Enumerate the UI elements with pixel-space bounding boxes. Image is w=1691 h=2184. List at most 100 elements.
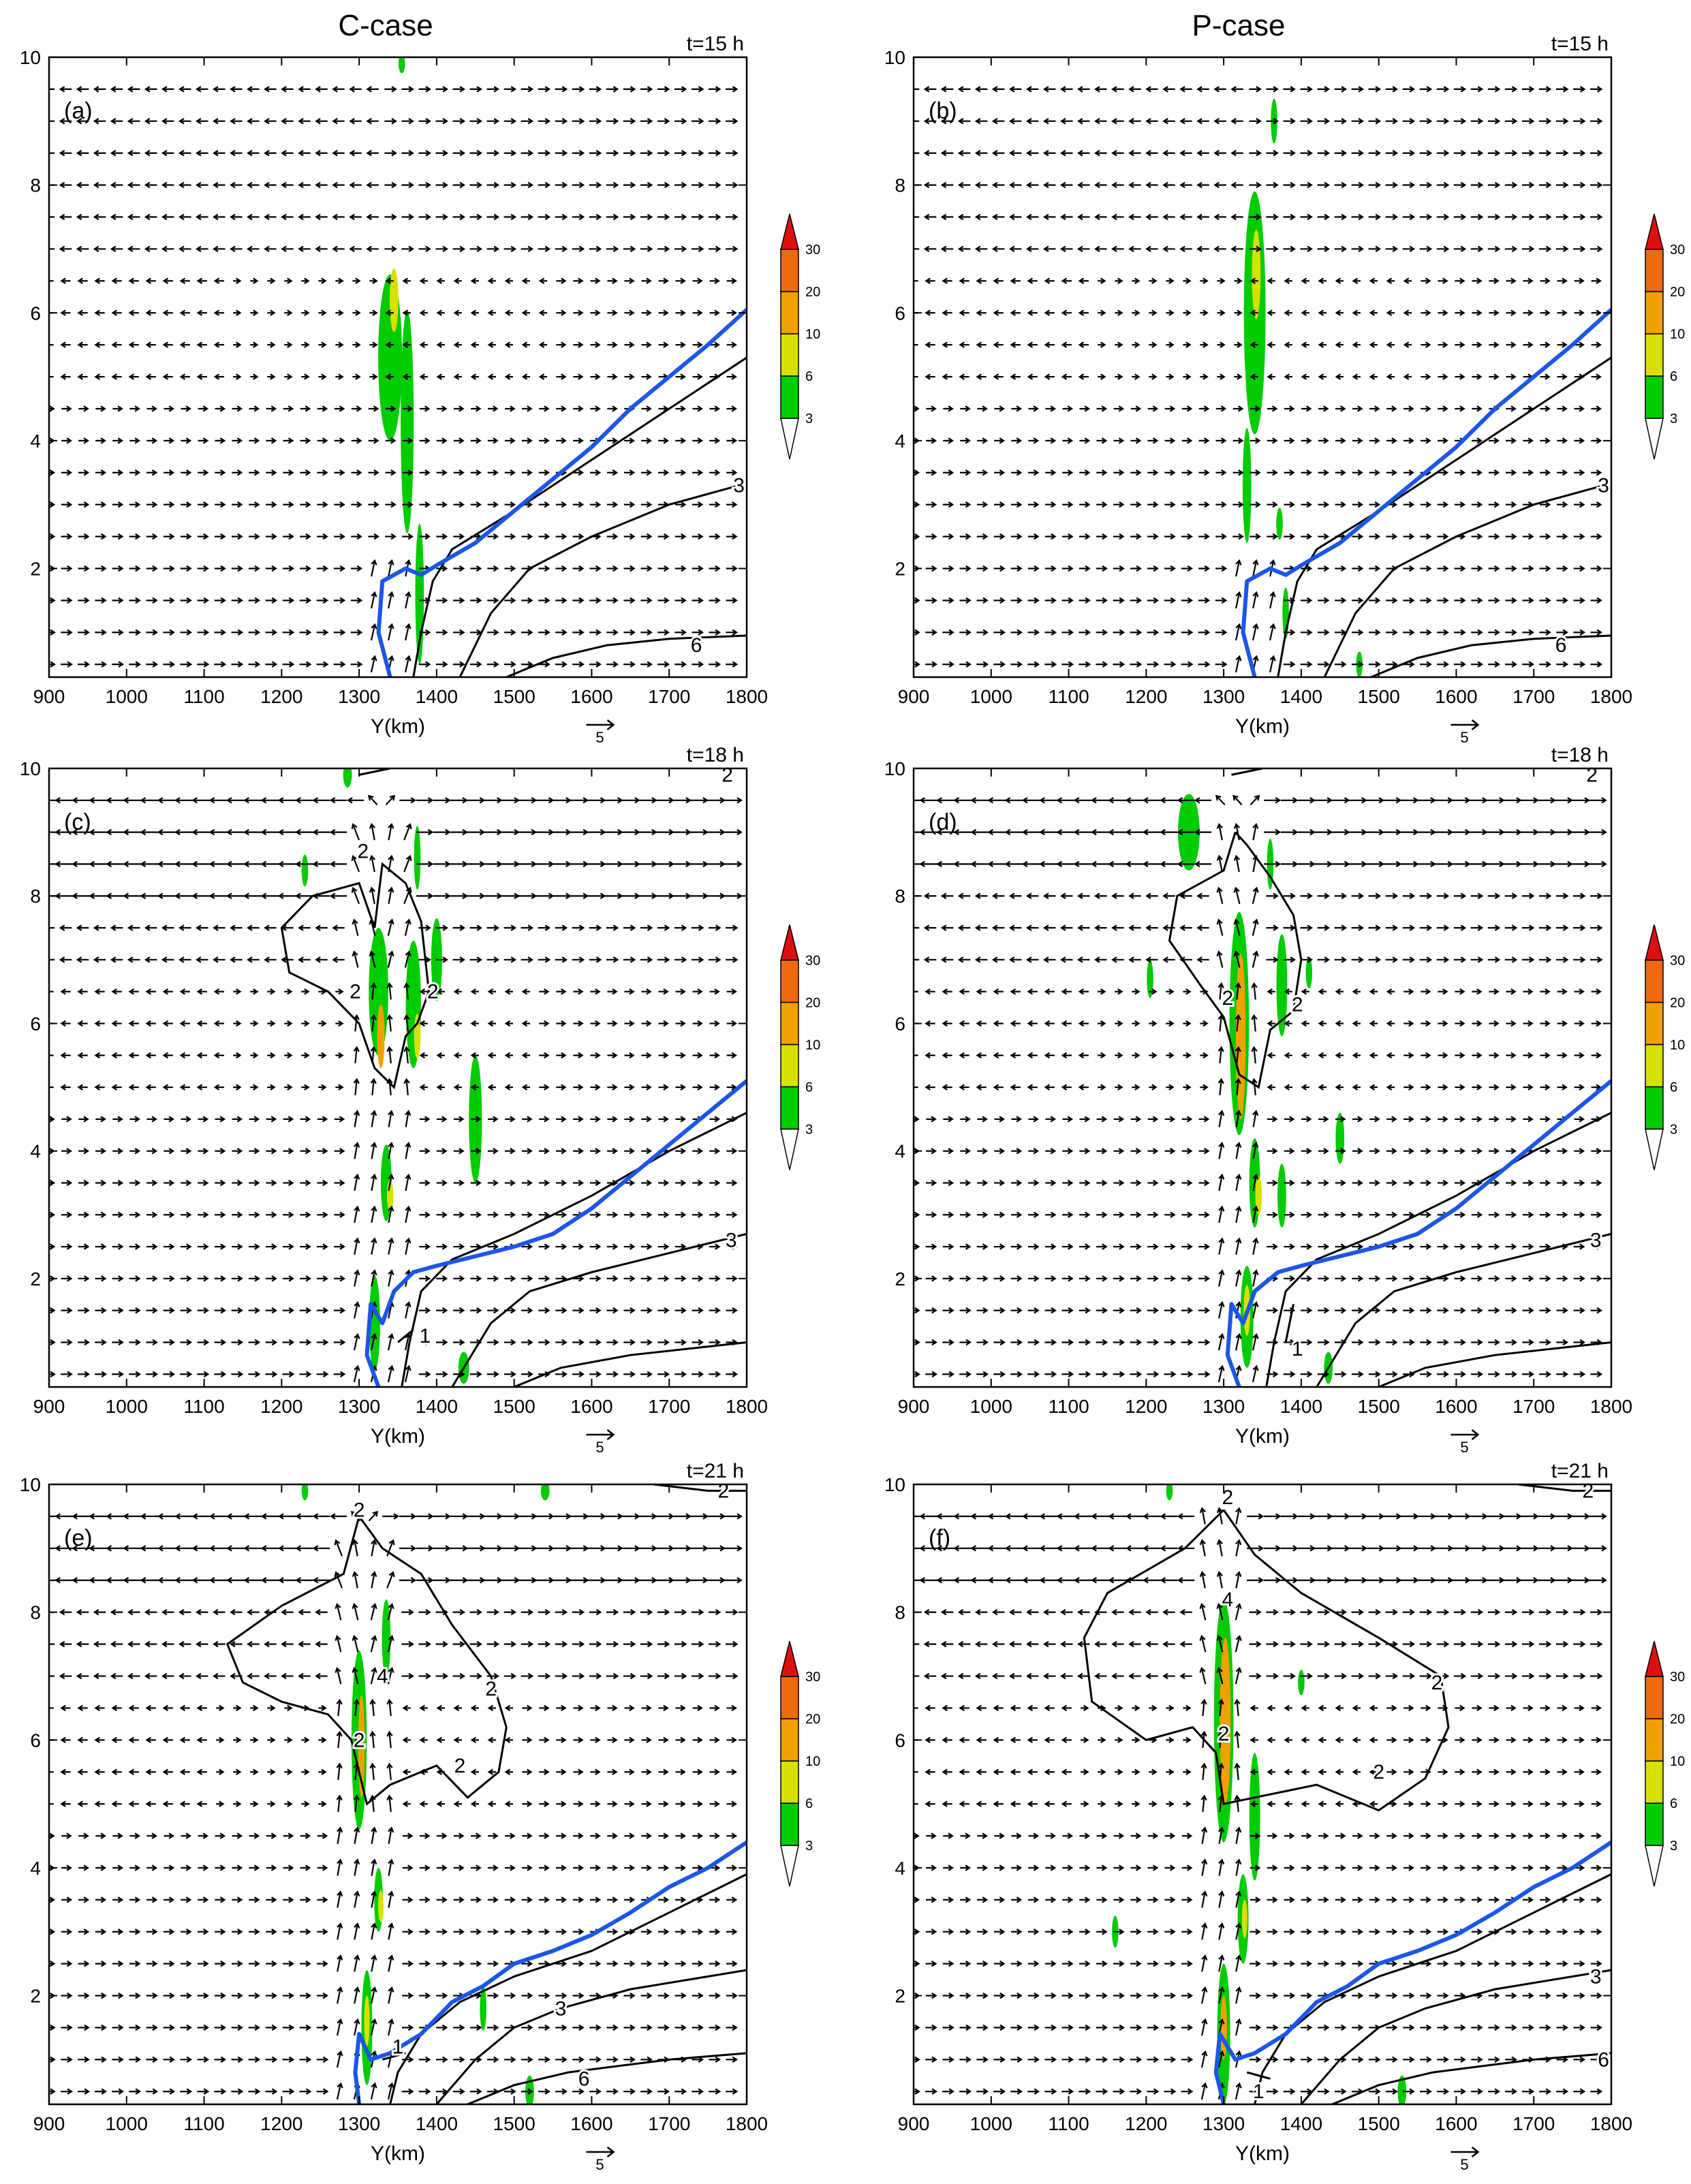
shaded-region: [389, 268, 399, 332]
x-axis-label: Y(km): [1235, 715, 1290, 738]
blue-contour: [364, 1079, 747, 1387]
x-tick-label: 1400: [1280, 686, 1322, 707]
black-contour: [1518, 1484, 1611, 1492]
y-tick-label: 4: [895, 431, 905, 452]
reference-vector-label: 5: [595, 729, 604, 746]
colorbar-label: 10: [1670, 1038, 1685, 1052]
shaded-region: [1252, 230, 1261, 319]
colorbar-label: 6: [805, 1080, 813, 1095]
colorbar-segment: [1645, 1044, 1664, 1088]
colorbar-label: 30: [805, 953, 820, 968]
blue-contour: [376, 308, 747, 677]
black-contour: [1331, 2052, 1611, 2104]
black-contour: [401, 1112, 747, 1387]
colorbar-top-triangle: [1645, 924, 1664, 961]
wind-vector-field: [49, 86, 739, 673]
colorbar-label: 3: [805, 1839, 813, 1854]
colorbar-segment: [780, 1803, 799, 1846]
black-contour: [358, 768, 390, 776]
x-tick-label: 1500: [1358, 2113, 1400, 2134]
colorbar-segment: [780, 333, 799, 377]
colorbar-label: 20: [1670, 995, 1685, 1010]
y-tick-label: 6: [30, 1730, 41, 1751]
panel-f: 3 6 2 2 1 2 2 2 4 900 1000 1100 1200 1300 1400 1500 1600…: [884, 1460, 1685, 2173]
contour-label: 3: [1590, 1965, 1602, 1988]
black-contour: [459, 484, 740, 677]
plot-frame: [912, 1483, 1613, 2106]
contour-label: 3: [1590, 1230, 1602, 1252]
colorbar-segment: [780, 1044, 799, 1088]
black-contour: [389, 1873, 747, 2104]
y-tick-label: 2: [30, 559, 41, 580]
x-tick-label: 1800: [1590, 686, 1632, 707]
x-tick-label: 1400: [1280, 1396, 1322, 1417]
time-label: t=21 h: [1551, 1460, 1609, 1482]
contour-label: 6: [578, 2068, 590, 2090]
wind-vector-field: [914, 86, 1603, 673]
colorbar-top-triangle: [1645, 1640, 1664, 1677]
colorbar-label: 6: [1670, 1080, 1677, 1095]
x-tick-label: 1300: [1203, 1396, 1245, 1417]
panel-b: 3 6 900 1000 1100 1200 1300 1400 1500 1600 1700 180…: [884, 33, 1685, 746]
x-tick-label: 1300: [1203, 2113, 1245, 2134]
colorbar-label: 20: [805, 1712, 820, 1727]
y-tick-label: 10: [20, 1474, 41, 1495]
x-tick-label: 1200: [260, 686, 302, 707]
reference-vector-label: 5: [1460, 2156, 1468, 2173]
colorbar-segment: [1645, 249, 1664, 292]
contour-label: 2: [1292, 993, 1303, 1016]
x-tick-label: 1400: [1280, 2113, 1322, 2134]
shaded-region: [480, 1986, 486, 2031]
colorbar-segment: [1645, 1760, 1664, 1804]
plot-area: [914, 1484, 1611, 2104]
colorbar-label: 6: [1670, 369, 1677, 384]
colorbar-segment: [1645, 1803, 1664, 1846]
x-tick-label: 1600: [570, 1396, 612, 1417]
shaded-region: [364, 1995, 370, 2047]
black-contour: [1231, 768, 1263, 776]
x-tick-label: 1800: [726, 2113, 768, 2134]
plot-background: [914, 1484, 1611, 2104]
x-tick-label: 1000: [970, 686, 1012, 707]
contour-label: 2: [454, 1755, 466, 1777]
colorbar-bottom-triangle: [780, 1128, 799, 1170]
black-contour: [1083, 1509, 1450, 1812]
x-tick-label: 1100: [183, 686, 224, 707]
y-tick-label: 8: [895, 175, 905, 196]
x-tick-label: 1500: [1358, 686, 1400, 707]
contour-label: 3: [733, 475, 745, 497]
shaded-region: [1241, 1899, 1247, 1939]
black-contour: [1316, 1232, 1611, 1387]
y-tick-label: 10: [20, 47, 41, 68]
x-tick-label: 1700: [1512, 1396, 1555, 1417]
panel-letter: (f): [929, 1525, 950, 1551]
reference-vector-label: 5: [595, 2156, 604, 2173]
shaded-region: [1255, 1176, 1262, 1215]
plot-area: [49, 768, 747, 1387]
x-tick-label: 1700: [1512, 2113, 1555, 2134]
time-label: t=15 h: [687, 33, 744, 55]
colorbar-segment: [1645, 959, 1664, 1003]
colorbar-label: 30: [805, 243, 820, 258]
colorbar-label: 3: [1670, 1122, 1677, 1137]
colorbar-segment: [780, 375, 799, 419]
y-tick-label: 6: [895, 1013, 905, 1034]
contour-label: 3: [555, 1997, 567, 2020]
plot-frame: [48, 56, 748, 678]
colorbar-label: 10: [805, 1754, 820, 1769]
contour-label: 2: [718, 1480, 730, 1502]
colorbar-top-triangle: [1645, 213, 1664, 250]
contour-label: 3: [726, 1230, 737, 1252]
black-contour: [280, 862, 431, 1090]
x-tick-label: 1400: [416, 1396, 458, 1417]
x-tick-label: 1800: [726, 1396, 768, 1417]
reference-vector-label: 5: [1460, 1439, 1468, 1456]
colorbar-label: 3: [805, 1122, 813, 1137]
shaded-region: [377, 1890, 384, 1922]
wind-vector-field: [49, 1510, 743, 2100]
plot-background: [49, 1484, 747, 2104]
colorbar: 3 6 10 20 30: [780, 924, 820, 1170]
contour-label: 1: [392, 2036, 404, 2059]
x-axis-label: Y(km): [1235, 1425, 1290, 1448]
contour-label: 1: [1253, 2080, 1265, 2103]
